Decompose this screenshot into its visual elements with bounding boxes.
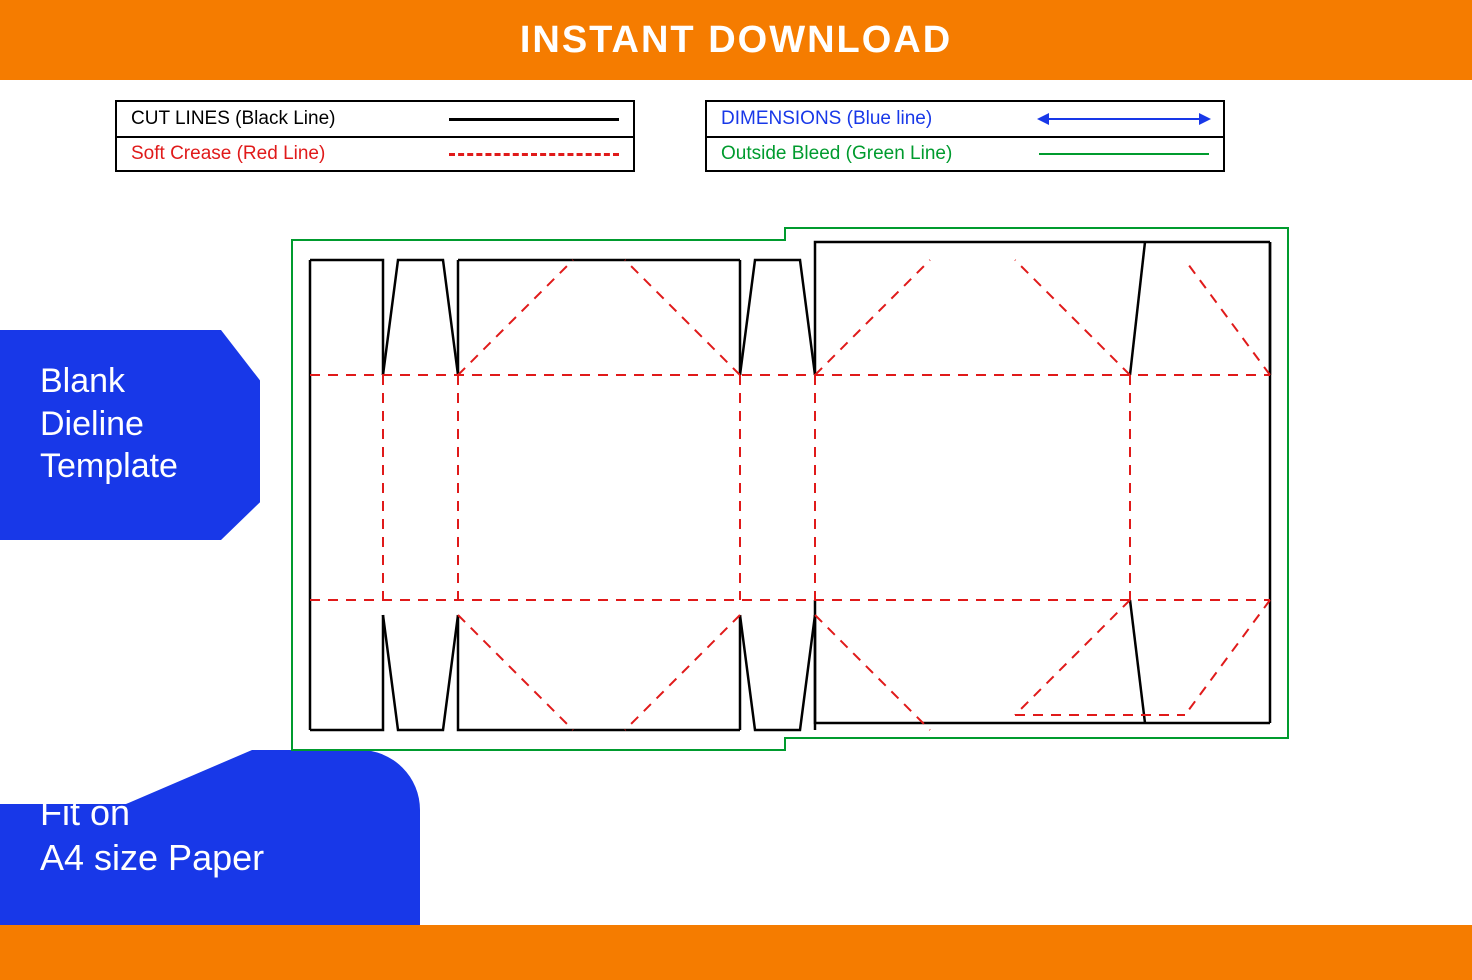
legend-row-bleed: Outside Bleed (Green Line) — [707, 136, 1223, 170]
cut-line — [815, 600, 1270, 723]
cut-line — [740, 260, 815, 375]
legend-label: Outside Bleed (Green Line) — [721, 143, 952, 165]
legend: CUT LINES (Black Line) Soft Crease (Red … — [115, 100, 1225, 172]
crease-line — [815, 260, 930, 375]
legend-label: DIMENSIONS (Blue line) — [721, 108, 932, 130]
legend-row-cut: CUT LINES (Black Line) — [117, 102, 633, 136]
cut-line — [383, 615, 458, 730]
footer-bar — [0, 925, 1472, 980]
crease-lines-group — [310, 260, 1270, 730]
dieline-diagram — [280, 210, 1300, 755]
cut-line — [1130, 242, 1145, 375]
cut-line — [1130, 600, 1145, 723]
legend-label: CUT LINES (Black Line) — [131, 108, 336, 130]
crease-line — [1185, 260, 1270, 375]
crease-line — [1015, 600, 1130, 715]
fit-badge: Fit on A4 size Paper — [0, 750, 420, 930]
cut-line — [310, 260, 383, 375]
cut-line-sample-icon — [449, 118, 619, 121]
legend-label: Soft Crease (Red Line) — [131, 143, 325, 165]
template-badge-text: Blank Dieline Template — [40, 362, 178, 485]
cut-line — [740, 615, 815, 730]
template-badge: Blank Dieline Template — [0, 330, 260, 540]
crease-line — [815, 615, 930, 730]
cut-line — [458, 615, 740, 730]
cut-lines-group — [310, 242, 1270, 730]
crease-line — [458, 615, 573, 730]
legend-row-crease: Soft Crease (Red Line) — [117, 136, 633, 170]
crease-line — [625, 615, 740, 730]
fit-badge-text: Fit on A4 size Paper — [40, 792, 264, 878]
crease-line — [1185, 600, 1270, 715]
crease-line — [1015, 260, 1130, 375]
legend-left: CUT LINES (Black Line) Soft Crease (Red … — [115, 100, 635, 172]
dimension-arrow-sample-icon — [1039, 118, 1209, 120]
legend-right: DIMENSIONS (Blue line) Outside Bleed (Gr… — [705, 100, 1225, 172]
cut-line — [815, 242, 1270, 375]
header-banner: INSTANT DOWNLOAD — [0, 0, 1472, 80]
crease-line — [458, 260, 573, 375]
cut-line — [310, 615, 383, 730]
legend-row-dimensions: DIMENSIONS (Blue line) — [707, 102, 1223, 136]
cut-line — [383, 260, 458, 375]
crease-line-sample-icon — [449, 153, 619, 156]
bleed-line-sample-icon — [1039, 153, 1209, 155]
header-title: INSTANT DOWNLOAD — [520, 19, 952, 62]
crease-line — [625, 260, 740, 375]
